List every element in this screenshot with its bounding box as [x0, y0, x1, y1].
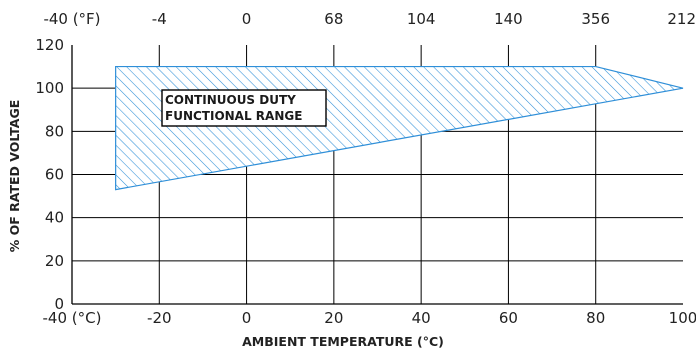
y-tick-label: 60: [45, 166, 64, 184]
x-axis-ticks: -40 (°C) -20 0 20 40 60 80 100: [43, 309, 696, 327]
y-tick-label: 20: [45, 252, 64, 270]
x-tick-label: 80: [586, 309, 605, 327]
x-tick-label: 60: [499, 309, 518, 327]
top-axis-tick-label: 104: [407, 10, 436, 28]
top-axis-tick-label: -4: [152, 10, 167, 28]
functional-range-label: CONTINUOUS DUTY FUNCTIONAL RANGE: [161, 89, 327, 127]
top-axis-tick-label: -40 (°F): [43, 10, 100, 28]
x-tick-label: -40 (°C): [43, 309, 102, 327]
functional-range-label-line-2: FUNCTIONAL RANGE: [165, 109, 302, 123]
x-tick-label: 0: [242, 309, 252, 327]
functional-range-label-line-1: CONTINUOUS DUTY: [165, 93, 296, 107]
top-axis-tick-label: 0: [242, 10, 252, 28]
y-tick-label: 80: [45, 122, 64, 140]
functional-range-label-box: [161, 89, 327, 127]
top-axis-tick-label: 356: [581, 10, 610, 28]
top-axis-tick-label: 68: [324, 10, 343, 28]
y-tick-label: 0: [54, 295, 64, 313]
y-axis-ticks: 0 20 40 60 80 100 120: [35, 36, 64, 313]
y-axis-title: % OF RATED VOLTAGE: [7, 100, 22, 253]
y-tick-label: 100: [35, 79, 64, 97]
y-tick-label: 120: [35, 36, 64, 54]
top-axis-tick-label: 212: [667, 10, 696, 28]
x-tick-label: 20: [324, 309, 343, 327]
plot-frame: [71, 45, 683, 305]
top-axis-tick-label: 140: [494, 10, 523, 28]
top-axis-fahrenheit-ticks: -40 (°F) -4 0 68 104 140 356 212: [43, 10, 696, 28]
x-tick-label: 40: [412, 309, 431, 327]
x-tick-label: -20: [147, 309, 172, 327]
x-axis-title: AMBIENT TEMPERATURE (°C): [242, 334, 444, 349]
x-tick-label: 100: [669, 309, 696, 327]
y-tick-label: 40: [45, 209, 64, 227]
functional-range-region: [115, 65, 684, 191]
functional-range-region-group: [115, 65, 684, 191]
